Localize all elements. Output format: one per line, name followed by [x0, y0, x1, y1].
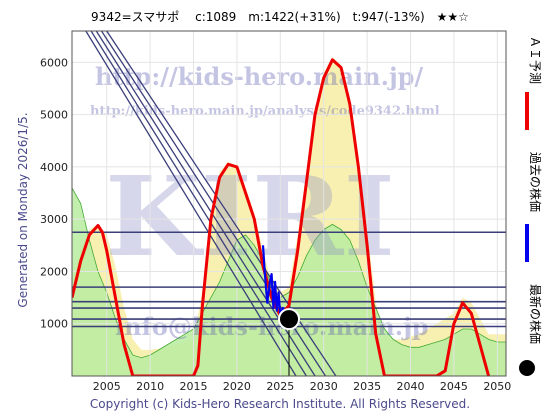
- legend-label: 過去の株価: [528, 152, 543, 212]
- x-tick-label: 2005: [93, 380, 121, 393]
- trend-line: [85, 31, 297, 376]
- legend-label: ＡＩ予測: [528, 36, 542, 84]
- copyright-footer: Copyright (c) Kids-Hero Research Institu…: [89, 397, 471, 411]
- band-lower-edge: [72, 187, 506, 359]
- x-tick-label: 2015: [180, 380, 208, 393]
- x-tick-label: 2045: [440, 380, 468, 393]
- series-past: [261, 245, 290, 320]
- legend-swatch-dot: [519, 360, 535, 376]
- series-prediction: [72, 58, 491, 376]
- y-tick-label: 4000: [40, 161, 68, 174]
- y-tick-label: 5000: [40, 109, 68, 122]
- y-tick-label: 1000: [40, 318, 68, 331]
- legend-label: 最新の株価: [528, 284, 543, 344]
- x-tick-label: 2025: [266, 380, 294, 393]
- y-tick-label: 6000: [40, 56, 68, 69]
- x-tick-label: 2035: [353, 380, 381, 393]
- plot-frame: [71, 30, 507, 377]
- x-tick-label: 2010: [136, 380, 164, 393]
- latest-price-marker: [278, 308, 300, 331]
- x-tick-label: 2050: [483, 380, 511, 393]
- watermark-logo: KIRI: [105, 152, 395, 281]
- y-tick-label: 3000: [40, 213, 68, 226]
- trend-line: [90, 31, 307, 376]
- x-tick-label: 2030: [310, 380, 338, 393]
- watermark-url-sub: http://kids-hero.main.jp/analysis/code93…: [90, 104, 440, 119]
- y-tick-label: 2000: [40, 265, 68, 278]
- x-tick-label: 2020: [223, 380, 251, 393]
- chart-title: 9342=スマサポ c:1089 m:1422(+31%) t:947(-13%…: [91, 10, 469, 24]
- x-tick-label: 2040: [397, 380, 425, 393]
